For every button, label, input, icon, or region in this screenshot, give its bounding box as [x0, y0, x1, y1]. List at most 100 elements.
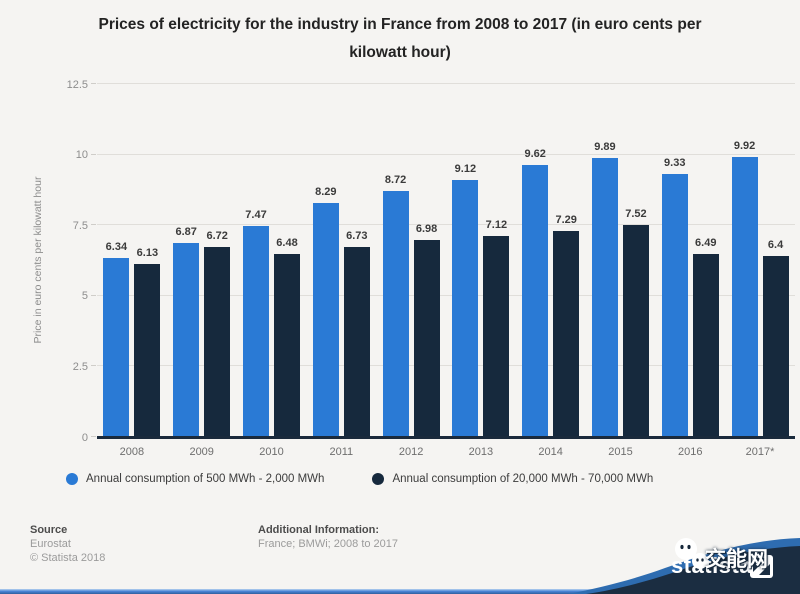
additional-info-label: Additional Information:	[258, 524, 379, 536]
value-label-series1-2014: 9.62	[524, 148, 546, 161]
y-tick-mark-0	[91, 436, 96, 437]
bar-series2-2009: 6.72	[204, 230, 231, 437]
gridline-5	[97, 294, 795, 296]
value-label-series2-2009: 6.72	[206, 230, 228, 243]
bar-group-2011: 8.29 6.73 2011	[306, 84, 376, 458]
bar-groups: 6.34 6.13 2008 6.87 6.72 2009 7.47 6.48 2010 8.29…	[97, 84, 795, 458]
bar-series1-2016: 9.33	[661, 157, 688, 437]
bar-group-2013: 9.12 7.12 2013	[446, 84, 516, 458]
bar-series2-2017*: 6.4	[762, 239, 789, 437]
y-tick-mark-10	[91, 153, 96, 155]
bar-series2-2014: 7.29	[553, 214, 580, 437]
value-label-series1-2013: 9.12	[454, 162, 477, 175]
y-tick-label-2.5: 2.5	[72, 360, 88, 373]
bar-group-2014: 9.62 7.29 2014	[516, 84, 586, 458]
y-tick-label-12.5: 12.5	[66, 78, 88, 91]
x-tick-label-2011: 2011	[329, 446, 354, 458]
bar-series1-2015: 9.89	[591, 141, 618, 437]
x-tick-label-2014: 2014	[538, 446, 563, 458]
x-tick-label-2016: 2016	[678, 446, 703, 458]
value-label-series2-2008: 6.13	[136, 246, 159, 259]
statista-logo-icon	[750, 555, 773, 578]
value-label-series2-2013: 7.12	[485, 218, 508, 231]
branding-banner: statista 交能网	[550, 495, 800, 594]
legend-item-1: Annual consumption of 500 MWh - 2,000 MW…	[66, 473, 324, 485]
x-tick-label-2012: 2012	[398, 446, 424, 458]
bar-group-2015: 9.89 7.52 2015	[586, 84, 656, 458]
value-label-series2-2017*: 6.4	[767, 239, 784, 252]
bar-group-2010: 7.47 6.48 2010	[237, 84, 307, 458]
source-block: Source Eurostat © Statista 2018	[30, 523, 105, 565]
value-label-series1-2009: 6.87	[175, 226, 197, 238]
bar-series1-2009: 6.87	[173, 226, 200, 437]
y-tick-mark-2.5	[91, 365, 96, 367]
legend-item-2: Annual consumption of 20,000 MWh - 70,00…	[372, 473, 653, 485]
statista-copyright: © Statista 2018	[30, 552, 106, 564]
x-tick-label-2010: 2010	[259, 446, 284, 458]
bar-group-2009: 6.87 6.72 2009	[167, 84, 237, 458]
value-label-series2-2011: 6.73	[346, 229, 368, 242]
bottom-accent-bar	[0, 589, 800, 594]
y-axis-label: Price in euro cents per kilowatt hour	[32, 176, 44, 344]
additional-info-text: France; BMWi; 2008 to 2017	[258, 538, 399, 550]
value-label-series1-2017*: 9.92	[733, 139, 756, 152]
value-label-series1-2016: 9.33	[664, 156, 686, 169]
x-tick-label-2017*: 2017*	[745, 446, 775, 458]
bar-series1-2011: 8.29	[312, 186, 339, 437]
gridline-2.5	[97, 365, 795, 367]
value-label-series2-2014: 7.29	[555, 214, 577, 227]
value-label-series2-2010: 6.48	[276, 237, 298, 249]
gridline-12.5	[97, 83, 795, 84]
bar-series2-2012: 6.98	[413, 223, 440, 437]
y-tick-label-10: 10	[75, 149, 88, 162]
x-tick-label-2015: 2015	[608, 446, 633, 458]
bar-group-2016: 9.33 6.49 2016	[655, 84, 725, 458]
bar-group-2008: 6.34 6.13 2008	[97, 84, 167, 458]
value-label-series1-2011: 8.29	[315, 185, 337, 198]
legend-label-2: Annual consumption of 20,000 MWh - 70,00…	[392, 473, 654, 485]
wave-shape	[568, 538, 800, 594]
value-label-series2-2016: 6.49	[695, 236, 717, 249]
value-label-series2-2012: 6.98	[415, 222, 438, 235]
y-tick-mark-12.5	[91, 83, 96, 84]
value-label-series1-2010: 7.47	[245, 209, 267, 221]
bar-series1-2008: 6.34	[103, 241, 130, 437]
bar-chart-plot-area: 0 2.5 5 7.5 10 12.5 6.34 6.13 2008 6.87 6.72 2009 7…	[67, 79, 795, 458]
bar-group-2012: 8.72 6.98 2012	[376, 84, 446, 458]
source-label: Source	[30, 524, 68, 536]
chart-title: Prices of electricity for the industry i…	[98, 16, 702, 61]
bar-series2-2008: 6.13	[134, 247, 161, 437]
bar-series2-2013: 7.12	[483, 219, 510, 437]
y-tick-mark-5	[91, 294, 96, 296]
legend-label-1: Annual consumption of 500 MWh - 2,000 MW…	[86, 473, 325, 485]
wechat-icon	[675, 538, 708, 569]
bar-series1-2010: 7.47	[242, 209, 269, 437]
y-tick-mark-7.5	[91, 224, 96, 226]
watermark-text: 交能网	[705, 548, 768, 571]
value-label-series2-2015: 7.52	[625, 207, 647, 220]
bar-series2-2015: 7.52	[622, 208, 649, 437]
gridline-10	[97, 153, 795, 155]
x-tick-label-2009: 2009	[189, 446, 214, 458]
source-name: Eurostat	[30, 538, 71, 550]
legend-dot-2	[372, 473, 385, 485]
legend: Annual consumption of 500 MWh - 2,000 MW…	[66, 473, 653, 485]
value-label-series1-2008: 6.34	[105, 241, 128, 253]
value-label-series1-2015: 9.89	[594, 140, 616, 153]
y-tick-label-7.5: 7.5	[72, 219, 88, 232]
bar-series2-2010: 6.48	[273, 237, 300, 437]
bar-series1-2017*: 9.92	[731, 140, 758, 437]
bar-series1-2013: 9.12	[452, 163, 479, 437]
legend-dot-1	[66, 473, 78, 485]
gridline-7.5	[97, 224, 795, 226]
value-label-series1-2012: 8.72	[384, 173, 407, 186]
bar-series2-2011: 6.73	[343, 230, 370, 437]
bar-group-2017*: 9.92 6.4 2017*	[725, 84, 795, 458]
y-tick-label-5: 5	[81, 290, 88, 303]
bar-series1-2012: 8.72	[382, 174, 409, 437]
x-tick-label-2008: 2008	[119, 446, 145, 458]
bar-series1-2014: 9.62	[522, 148, 549, 437]
x-axis-line	[97, 436, 795, 439]
x-tick-label-2013: 2013	[468, 446, 494, 458]
